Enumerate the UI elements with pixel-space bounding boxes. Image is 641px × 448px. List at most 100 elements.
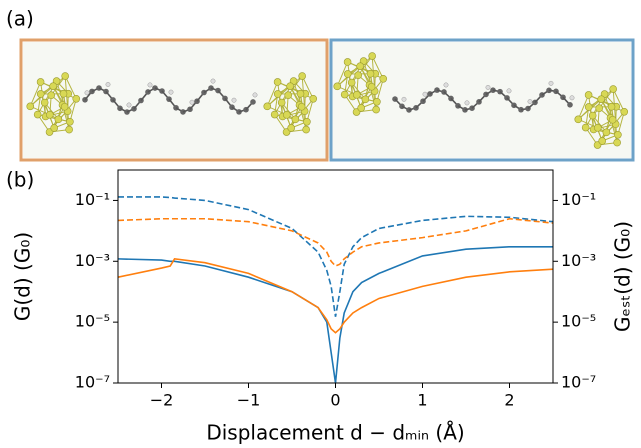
gold-atom xyxy=(603,129,610,136)
h-atom xyxy=(127,103,131,107)
h-atom xyxy=(106,82,110,86)
h-atom xyxy=(232,98,236,102)
carbon-atom xyxy=(567,102,573,108)
gold-atom xyxy=(599,137,606,144)
x-tick-label: −2 xyxy=(150,391,174,410)
y2-axis-label: Gₑₛₜ(d) (G₀) xyxy=(611,221,635,332)
y2-tick-label: 10⁻¹ xyxy=(561,190,596,209)
h-atom xyxy=(507,89,511,93)
gold-atom xyxy=(355,72,362,79)
gold-atom xyxy=(373,98,380,105)
gold-atom xyxy=(368,83,375,90)
y-tick-label: 10⁻⁵ xyxy=(75,312,110,331)
gold-atom xyxy=(380,75,387,82)
y-tick-label: 10⁻³ xyxy=(75,251,110,270)
carbon-atom xyxy=(399,104,405,110)
h-atom xyxy=(211,79,215,83)
gold-atom xyxy=(274,78,281,85)
h-atom xyxy=(444,83,448,87)
gold-atom xyxy=(610,86,617,93)
h-atom xyxy=(148,83,152,87)
h-atom xyxy=(570,96,574,100)
y-tick-label: 10⁻¹ xyxy=(75,190,110,209)
gold-atom xyxy=(55,116,62,123)
gold-atom xyxy=(292,116,299,123)
h-atom xyxy=(253,93,257,97)
gold-atom xyxy=(48,92,55,99)
gold-atom xyxy=(341,91,348,98)
gold-atom xyxy=(62,73,69,80)
gold-atom xyxy=(358,104,365,111)
gold-atom xyxy=(575,116,582,123)
carbon-atom xyxy=(96,85,102,91)
gold-atom xyxy=(278,99,285,106)
gold-atom xyxy=(298,103,305,110)
gold-atom xyxy=(310,95,317,102)
y2-tick-label: 10⁻⁵ xyxy=(561,312,596,331)
h-atom xyxy=(465,101,469,105)
gold-atom xyxy=(589,112,596,119)
y-tick-label: 10⁻⁷ xyxy=(75,373,110,392)
x-axis-label: Displacement d − dₘᵢₙ (Å) xyxy=(206,421,464,445)
h-atom xyxy=(402,97,406,101)
line xyxy=(118,259,553,333)
gold-atom xyxy=(594,124,601,131)
gold-atom xyxy=(373,106,380,113)
h-atom xyxy=(169,90,173,94)
gold-atom xyxy=(37,78,44,85)
gold-atom xyxy=(37,90,44,97)
gold-atom xyxy=(598,96,605,103)
panel-label: (a) xyxy=(6,7,34,31)
gold-atom xyxy=(46,111,53,118)
gold-atom xyxy=(609,116,616,123)
x-tick-label: 1 xyxy=(417,391,427,410)
h-atom xyxy=(528,99,532,103)
gold-atom xyxy=(614,131,621,138)
gold-atom xyxy=(287,83,294,90)
gold-atom xyxy=(614,139,621,146)
gold-atom xyxy=(585,91,592,98)
gold-atom xyxy=(285,92,292,99)
gold-atom xyxy=(51,124,58,131)
gold-atom xyxy=(34,111,41,118)
dashed-line xyxy=(118,219,553,266)
plot: −2 −1 0 1 2 10⁻⁷ 10⁻⁵ 10⁻³ 10⁻¹ 10⁻⁷ 10⁻⁵ 10⁻³ 10⁻¹ D… xyxy=(11,170,635,445)
axes-frame xyxy=(118,170,553,383)
carbon-atom xyxy=(117,106,123,112)
gold-atom xyxy=(348,79,355,86)
gold-atom xyxy=(274,90,281,97)
gold-atom xyxy=(303,126,310,133)
y2-tick-label: 10⁻³ xyxy=(561,251,596,270)
gold-atom xyxy=(27,103,34,110)
gold-atom xyxy=(303,118,310,125)
gold-atom xyxy=(297,90,304,97)
gold-atom xyxy=(362,96,369,103)
gold-atom xyxy=(264,103,271,110)
gold-atom xyxy=(283,111,290,118)
gold-atom xyxy=(334,83,341,90)
h-atom xyxy=(423,92,427,96)
gold-atom xyxy=(299,73,306,80)
gold-atom xyxy=(41,99,48,106)
x-tick-label: −1 xyxy=(237,391,261,410)
gold-atom xyxy=(353,91,360,98)
gold-atom xyxy=(621,108,628,115)
h-atom xyxy=(486,85,490,89)
gold-atom xyxy=(357,63,364,70)
gold-atom xyxy=(66,118,73,125)
gold-atom xyxy=(50,83,57,90)
gold-atom xyxy=(271,111,278,118)
gold-atom xyxy=(344,58,351,65)
gold-atom xyxy=(61,103,68,110)
gold-atom xyxy=(596,105,603,112)
y-axis-label: G(d) (G₀) xyxy=(11,232,35,321)
h-atom xyxy=(549,81,553,85)
x-tick-label: 0 xyxy=(330,391,340,410)
dashed-line xyxy=(118,197,553,317)
gold-atom xyxy=(344,70,351,77)
gold-atom xyxy=(66,126,73,133)
y2-tick-label: 10⁻⁷ xyxy=(561,373,596,392)
gold-atom xyxy=(608,103,615,110)
x-tick-label: 2 xyxy=(504,391,514,410)
gold-atom xyxy=(585,103,592,110)
